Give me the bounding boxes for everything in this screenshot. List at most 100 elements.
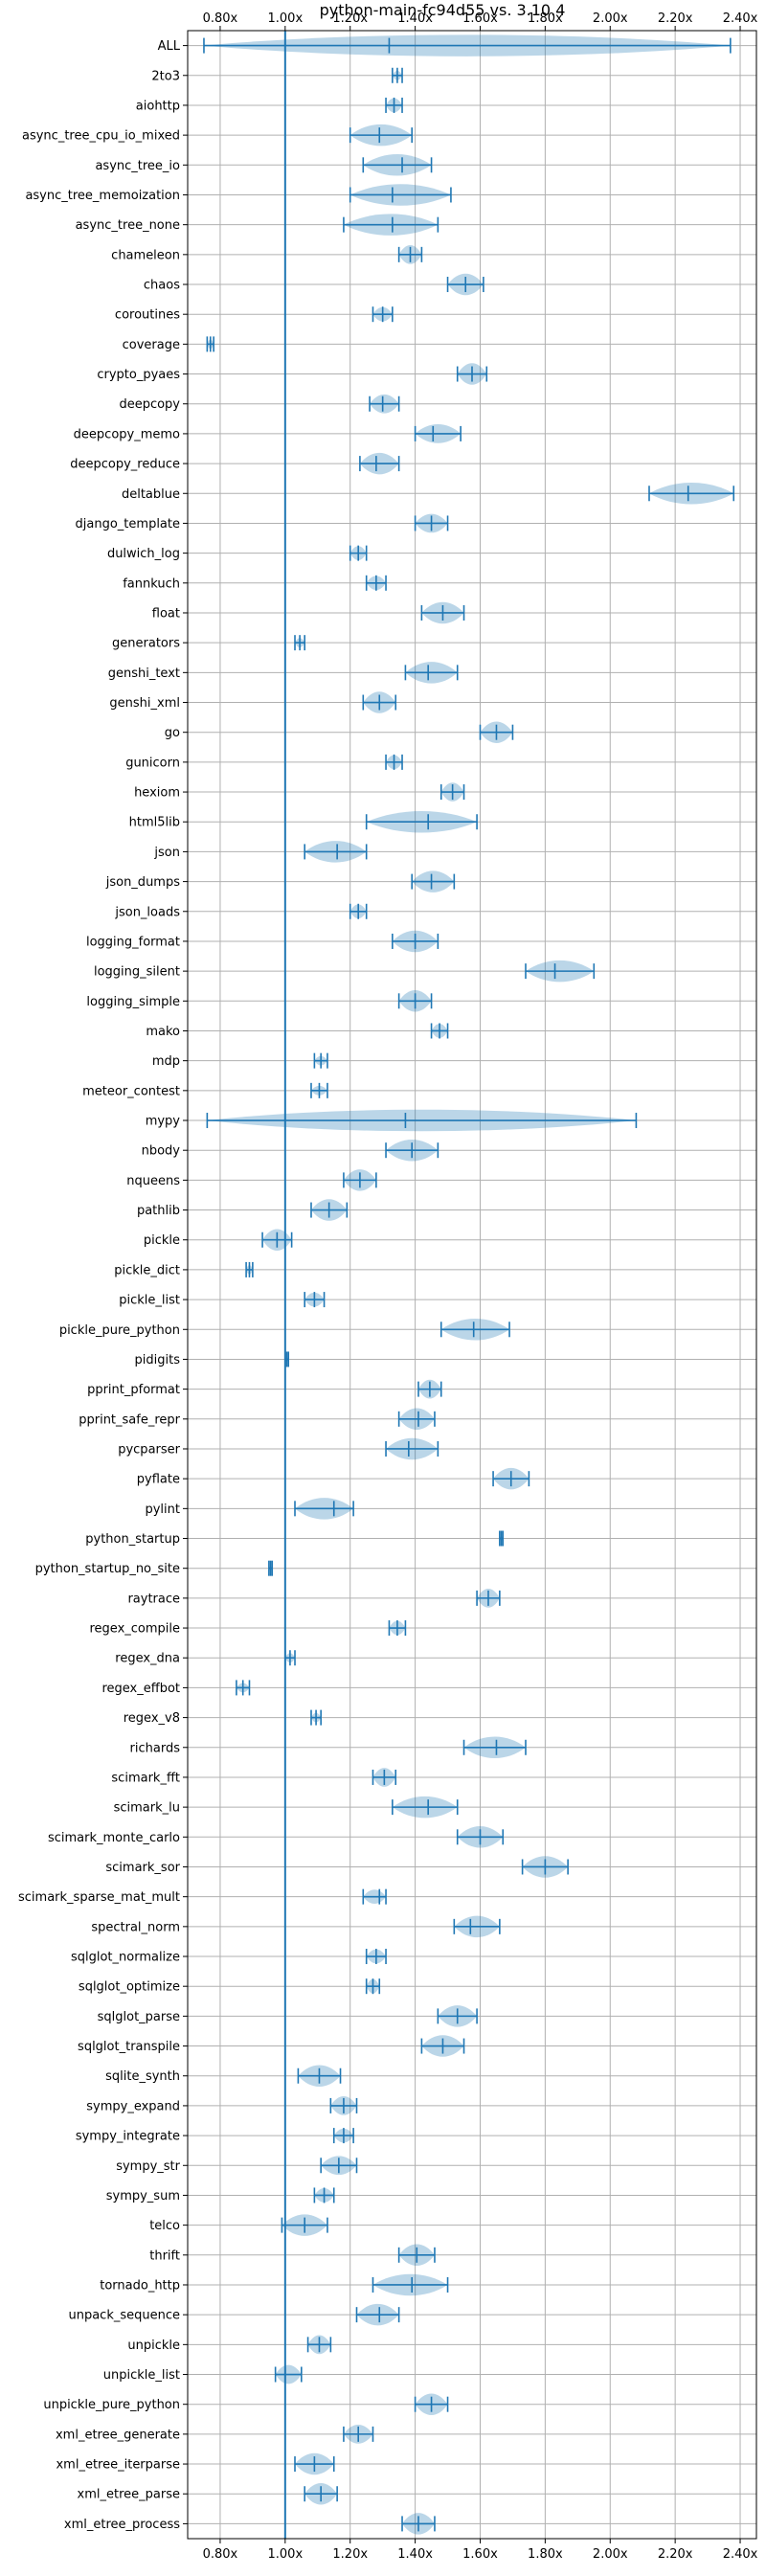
y-category-label: unpack_sequence [68,2309,180,2323]
y-category-label: python_startup_no_site [35,1562,180,1576]
y-category-label: meteor_contest [82,1084,180,1098]
y-category-label: html5lib [129,816,180,830]
x-axis-ticks: 0.80x 0.80x 1.00x 1.00x 1.20x 1.20x 1.40x 1.40x… [203,11,758,2562]
y-category-label: dulwich_log [107,547,180,561]
y-category-label: xml_etree_generate [56,2428,180,2442]
y-category-label: nqueens [126,1174,180,1188]
y-category-label: genshi_xml [109,696,180,711]
x-tick-label-top: 2.20x [658,11,693,26]
y-category-label: chameleon [111,248,180,262]
x-tick-label-bottom: 1.40x [397,2547,433,2562]
y-category-label: sqlglot_parse [98,2010,180,2024]
y-category-label: coroutines [115,308,180,323]
y-category-label: pickle_pure_python [59,1323,180,1338]
y-category-label: pickle [144,1233,180,1248]
y-category-label: telco [149,2219,180,2233]
y-category-label: json_dumps [105,875,180,890]
y-category-label: sqlite_synth [105,2069,180,2084]
y-category-label: thrift [149,2248,180,2263]
y-category-label: richards [130,1741,181,1755]
y-category-label: xml_etree_process [64,2518,180,2532]
y-category-label: json_loads [114,905,180,919]
y-category-label: tornado_http [100,2278,180,2293]
x-tick-label-top: 2.40x [723,11,758,26]
y-category-label: logging_format [86,935,180,949]
y-category-label: regex_effbot [101,1682,180,1696]
y-category-label: xml_etree_iterparse [56,2458,180,2473]
y-category-label: sqlglot_transpile [78,2040,180,2054]
y-category-label: mdp [152,1054,180,1069]
y-category-label: pprint_safe_repr [79,1412,180,1427]
y-category-label: scimark_sor [105,1861,180,1875]
x-tick-label-bottom: 2.20x [658,2547,693,2562]
y-category-label: genshi_text [108,667,180,681]
y-category-label: regex_compile [89,1622,180,1637]
y-category-label: 2to3 [151,69,180,83]
y-category-label: django_template [76,517,180,531]
y-category-label: deepcopy_memo [74,427,180,441]
y-category-label: python_startup [85,1532,180,1547]
y-category-label: float [152,606,180,621]
x-tick-label-bottom: 1.80x [528,2547,563,2562]
y-category-label: nbody [142,1144,181,1159]
y-category-label: pickle_dict [114,1263,180,1277]
y-category-label: pathlib [137,1204,180,1218]
x-tick-label-top: 1.20x [332,11,368,26]
y-category-label: unpickle [127,2339,180,2353]
y-category-label: sqlglot_optimize [79,1980,180,1995]
y-category-label: sqlglot_normalize [71,1951,180,1965]
y-category-label: spectral_norm [91,1920,180,1934]
y-category-label: gunicorn [125,756,180,770]
x-tick-label-top: 1.80x [528,11,563,26]
x-tick-label-bottom: 2.40x [723,2547,758,2562]
x-tick-label-top: 1.60x [462,11,498,26]
y-category-label: async_tree_none [76,218,180,233]
x-tick-label-bottom: 1.60x [462,2547,498,2562]
y-category-label: crypto_pyaes [97,368,180,382]
y-axis-labels: ALL 2to3 aiohttp async_tree_cpu_io_mixedasy… [18,39,188,2532]
y-category-label: unpickle_pure_python [43,2398,180,2412]
y-category-label: async_tree_io [95,159,180,173]
y-category-label: json [153,846,180,860]
chart-title: python-main-fc94d55 vs. 3.10.4 [320,1,566,19]
y-category-label: pyflate [137,1473,180,1487]
x-tick-label-top: 1.40x [397,11,433,26]
grid [188,31,756,2539]
y-category-label: deepcopy_reduce [70,458,180,472]
y-category-label: pycparser [118,1442,180,1457]
x-tick-label-top: 0.80x [203,11,238,26]
y-category-label: unpickle_list [103,2368,180,2383]
y-category-label: pickle_list [119,1294,180,1308]
y-category-label: logging_simple [86,995,180,1009]
y-category-label: async_tree_cpu_io_mixed [22,129,180,144]
violins [203,31,735,2539]
y-category-label: chaos [144,279,180,293]
x-tick-label-bottom: 0.80x [203,2547,238,2562]
y-category-label: sympy_expand [86,2099,180,2113]
x-tick-label-top: 1.00x [268,11,304,26]
y-category-label: hexiom [134,786,180,801]
y-category-label: scimark_fft [111,1771,180,1785]
x-tick-label-bottom: 1.20x [332,2547,368,2562]
y-category-label: logging_silent [94,965,180,980]
y-category-label: regex_dna [115,1652,180,1666]
y-category-label: scimark_sparse_mat_mult [18,1890,180,1905]
y-category-label: scimark_lu [114,1801,180,1816]
plot-frame [187,30,757,2540]
y-category-label: async_tree_memoization [25,189,180,203]
y-category-label: scimark_monte_carlo [48,1831,180,1845]
y-category-label: pylint [145,1503,180,1517]
y-category-label: coverage [123,338,180,352]
y-category-label: sympy_integrate [76,2130,180,2144]
y-category-label: sympy_str [116,2159,180,2174]
x-tick-label-top: 2.00x [593,11,628,26]
y-category-label: ALL [158,39,181,54]
y-category-label: deepcopy [119,397,180,412]
y-category-label: regex_v8 [124,1711,180,1726]
y-category-label: raytrace [127,1592,180,1606]
y-category-label: mako [146,1025,180,1039]
y-category-label: deltablue [122,487,180,502]
y-category-label: pidigits [135,1353,181,1367]
